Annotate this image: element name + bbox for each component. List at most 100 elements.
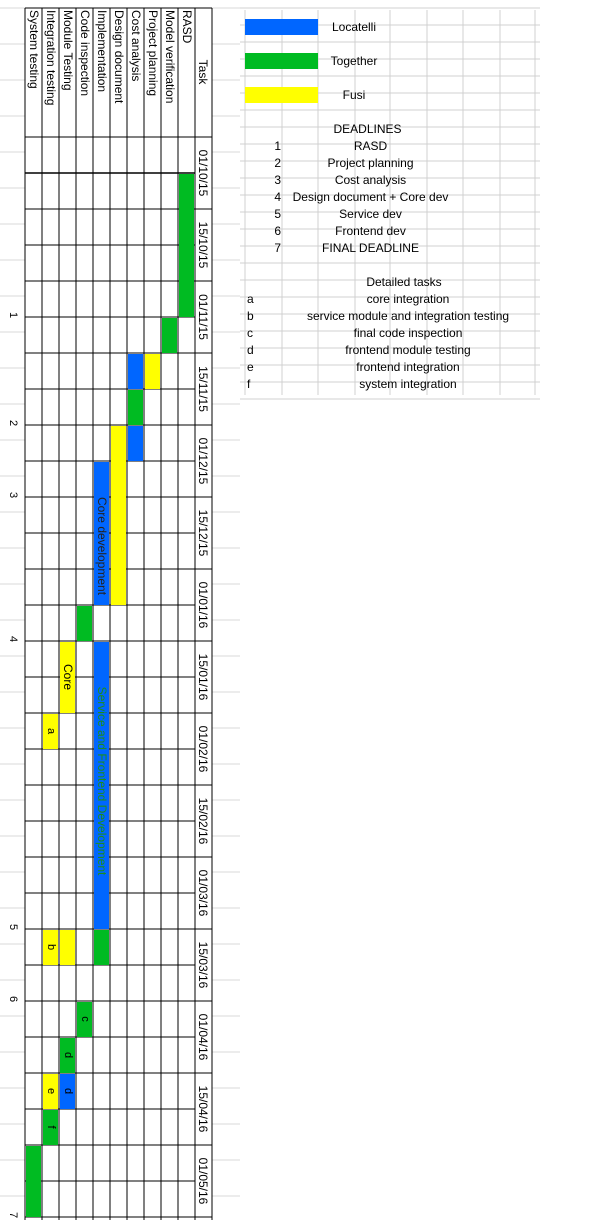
detailed-label: final code inspection <box>353 326 463 340</box>
bar-core-development <box>94 462 109 605</box>
detailed-label: system integration <box>359 377 457 391</box>
bar-project-planning <box>145 354 160 389</box>
bar-integration-a <box>43 714 58 749</box>
task-label: Cost analysis <box>128 10 143 82</box>
date-label: 01/12/15 <box>196 437 210 485</box>
service-frontend-label: Service and Frontend Development <box>94 686 109 876</box>
task-label: Design document <box>111 10 126 104</box>
detailed-label: service module and integration testing <box>306 309 510 323</box>
bar-letter-label: b <box>44 943 57 951</box>
deadline-mark: 2 <box>7 419 20 427</box>
detailed-key: d <box>247 343 254 357</box>
date-label: 15/11/15 <box>196 366 210 412</box>
deadline-number: 2 <box>274 156 281 170</box>
detailed-label: core integration <box>366 292 450 306</box>
bar-design-document <box>111 426 126 605</box>
detailed-label: frontend module testing <box>345 343 471 357</box>
bar-module-testing-d <box>60 1038 75 1073</box>
bar-integration-b-1 <box>43 930 58 965</box>
legend-label: Together <box>330 54 378 68</box>
bar-code-inspection-1 <box>77 606 92 641</box>
legend-label: Locatelli <box>331 20 377 34</box>
bar-cost-analysis-1 <box>128 354 143 389</box>
deadline-number: 3 <box>274 173 281 187</box>
bar-code-inspection-c <box>77 1002 92 1037</box>
deadline-mark: 6 <box>7 995 20 1003</box>
date-label: 01/10/15 <box>196 149 210 197</box>
deadline-label: Service dev <box>339 207 402 221</box>
date-label: 01/01/16 <box>196 581 210 629</box>
legend-swatch <box>245 87 318 103</box>
date-label: 15/01/16 <box>196 653 210 701</box>
detailed-key: a <box>247 292 254 306</box>
deadline-mark: 7 <box>7 1211 20 1219</box>
deadline-mark: 1 <box>7 311 20 319</box>
deadline-label: Frontend dev <box>335 224 406 238</box>
date-label: 01/04/16 <box>196 1013 210 1061</box>
task-label: Module Testing <box>60 10 75 91</box>
bar-rasd <box>179 174 194 317</box>
deadline-mark: 3 <box>7 491 20 499</box>
task-label: Project planning <box>145 10 160 97</box>
bar-module-testing-d2 <box>60 1074 75 1109</box>
deadlines-title: DEADLINES <box>333 122 402 136</box>
bar-cost-analysis-2 <box>128 390 143 425</box>
bar-letter-label: c <box>78 1016 91 1022</box>
deadline-number: 5 <box>274 207 281 221</box>
deadline-label: Cost analysis <box>334 173 407 187</box>
task-label: System testing <box>26 10 41 89</box>
bar-module-testing-core <box>60 642 75 713</box>
deadline-mark: 4 <box>7 635 20 643</box>
deadline-mark: 5 <box>7 923 20 931</box>
task-label: Implementation <box>94 10 109 93</box>
header-task: Task <box>196 59 210 85</box>
date-label: 01/05/16 <box>196 1157 210 1205</box>
date-label: 01/11/15 <box>196 294 210 340</box>
deadline-label: Project planning <box>327 156 414 170</box>
legend-swatch <box>245 53 318 69</box>
legend-swatch <box>245 19 318 35</box>
bar-service-frontend-blue <box>94 642 109 929</box>
deadline-number: 4 <box>274 190 281 204</box>
bar-service-frontend-green <box>94 930 109 965</box>
detailed-key: b <box>247 309 254 323</box>
task-label: Integration testing <box>43 10 58 106</box>
task-label: Code inspection <box>77 10 92 97</box>
task-label: Model verification <box>162 10 177 104</box>
bar-letter-label: f <box>44 1125 57 1129</box>
deadline-label: FINAL DEADLINE <box>322 241 419 255</box>
date-label: 01/02/16 <box>196 725 210 773</box>
bar-integration-f <box>43 1110 58 1145</box>
deadline-number: 7 <box>274 241 281 255</box>
core-development-label: Core development <box>94 496 109 596</box>
detailed-key: c <box>247 326 253 340</box>
date-label: 15/02/16 <box>196 797 210 845</box>
bar-letter-label: d <box>61 1087 74 1095</box>
bar-integration-e <box>43 1074 58 1109</box>
date-label: 15/10/15 <box>196 221 210 269</box>
bar-model-verification <box>162 318 177 353</box>
bar-system-testing <box>26 1146 41 1217</box>
deadline-label: Design document + Core dev <box>292 190 449 204</box>
date-label: 15/12/15 <box>196 509 210 557</box>
bar-integration-b-2 <box>60 930 75 965</box>
date-label: 15/04/16 <box>196 1085 210 1133</box>
deadline-label: RASD <box>353 139 388 153</box>
bar-letter-label: a <box>44 727 57 735</box>
detailed-key: e <box>247 360 254 374</box>
detailed-key: f <box>247 377 251 391</box>
task-label: RASD <box>179 10 194 44</box>
detailed-label: frontend integration <box>356 360 460 374</box>
legend-label: Fusi <box>342 88 366 102</box>
deadline-number: 6 <box>274 224 281 238</box>
date-label: 15/03/16 <box>196 941 210 989</box>
bar-cost-analysis-3 <box>128 426 143 461</box>
bar-letter-label: e <box>44 1087 57 1095</box>
deadline-number: 1 <box>274 139 281 153</box>
core-label: Core <box>60 663 75 690</box>
detailed-title: Detailed tasks <box>366 275 442 289</box>
date-label: 01/03/16 <box>196 869 210 917</box>
bar-letter-label: d <box>61 1051 74 1059</box>
